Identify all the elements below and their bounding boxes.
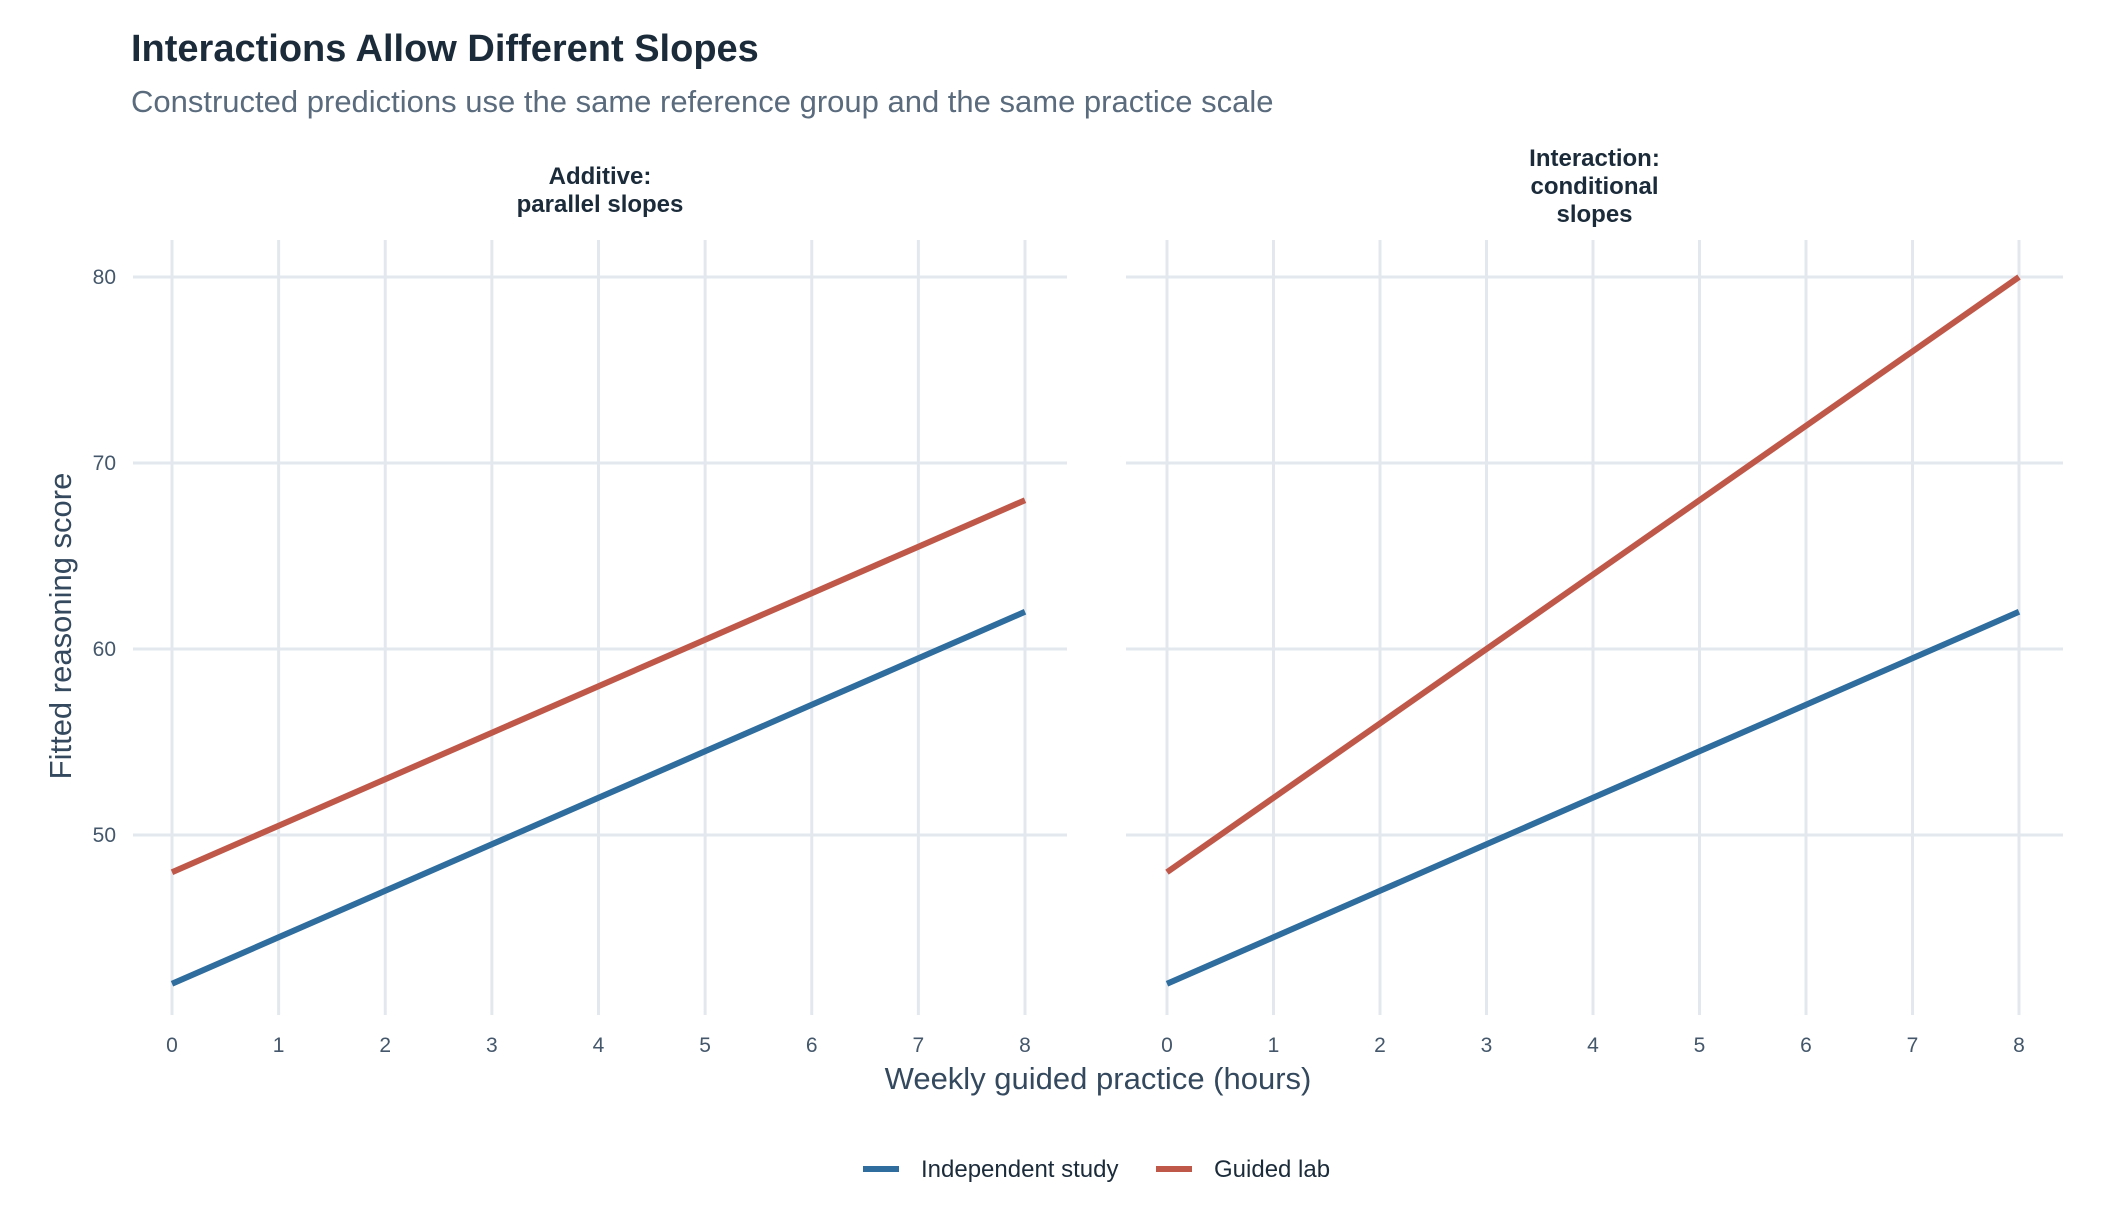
x-tick-label: 8 — [2013, 1034, 2025, 1057]
chart-subtitle: Constructed predictions use the same ref… — [131, 84, 1274, 119]
panel-title: Additive: — [549, 163, 652, 190]
y-axis-title: Fitted reasoning score — [43, 473, 78, 780]
x-tick-label: 7 — [1907, 1034, 1919, 1057]
x-tick-label: 5 — [1694, 1034, 1706, 1057]
x-tick-label: 4 — [1587, 1034, 1599, 1057]
x-tick-label: 1 — [1268, 1034, 1280, 1057]
y-tick-label: 50 — [93, 824, 116, 847]
x-axis-title: Weekly guided practice (hours) — [885, 1061, 1312, 1096]
legend-label: Guided lab — [1214, 1156, 1330, 1183]
panel-title: conditional — [1531, 173, 1659, 200]
legend-item: Guided lab — [1156, 1156, 1330, 1183]
chart-title: Interactions Allow Different Slopes — [131, 28, 759, 70]
x-tick-label: 3 — [486, 1034, 498, 1057]
x-tick-label: 6 — [806, 1034, 818, 1057]
x-tick-label: 1 — [273, 1034, 285, 1057]
panel-1: 0 1 2 3 4 5 6 7 8 50 60 70 80 Additive:parallel slope… — [93, 163, 1067, 1057]
series-line-guided-lab — [170, 497, 1027, 875]
y-tick-label: 80 — [93, 266, 116, 289]
x-tick-label: 4 — [593, 1034, 605, 1057]
legend-item: Independent study — [863, 1156, 1119, 1183]
series-line-guided-lab — [1165, 274, 2021, 875]
series-line-independent-study — [1165, 609, 2021, 987]
panel-title: Interaction: — [1529, 145, 1660, 172]
x-tick-label: 6 — [1800, 1034, 1812, 1057]
y-tick-label: 70 — [93, 452, 116, 475]
x-tick-label: 5 — [699, 1034, 711, 1057]
x-tick-label: 3 — [1481, 1034, 1493, 1057]
legend-label: Independent study — [921, 1156, 1119, 1183]
x-tick-label: 8 — [1019, 1034, 1031, 1057]
x-tick-label: 2 — [1374, 1034, 1386, 1057]
panel-title: slopes — [1556, 201, 1632, 228]
x-tick-label: 7 — [913, 1034, 925, 1057]
series-line-independent-study — [170, 609, 1027, 987]
y-tick-label: 60 — [93, 638, 116, 661]
legend: Independent study Guided lab — [863, 1156, 1330, 1183]
x-tick-label: 0 — [1161, 1034, 1173, 1057]
x-tick-label: 2 — [379, 1034, 391, 1057]
panel-title: parallel slopes — [517, 191, 684, 218]
x-tick-label: 0 — [166, 1034, 178, 1057]
